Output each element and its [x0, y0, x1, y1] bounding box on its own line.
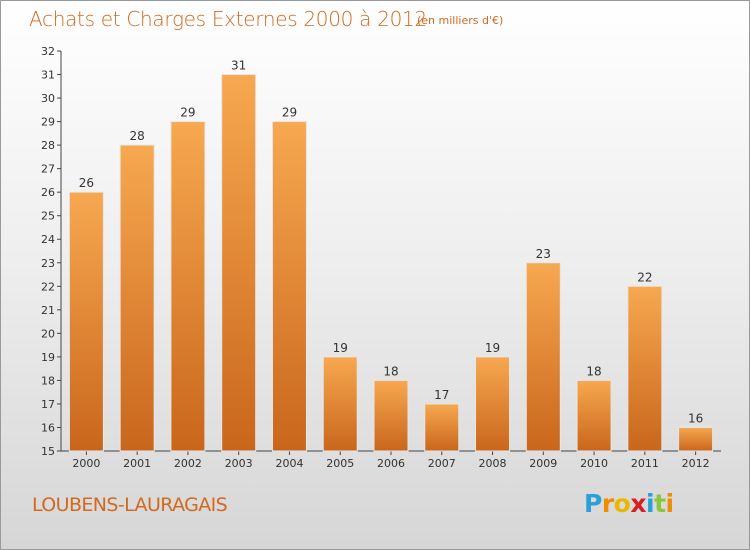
bar-value-label: 19 — [485, 341, 500, 355]
x-tick-label: 2011 — [631, 457, 659, 470]
y-tick-label: 31 — [41, 69, 55, 82]
x-tick-label: 2010 — [580, 457, 608, 470]
x-tick-label: 2008 — [479, 457, 507, 470]
x-tick-label: 2007 — [428, 457, 456, 470]
chart-subtitle: (en milliers d'€) — [417, 14, 504, 27]
x-tick-label: 2000 — [72, 457, 100, 470]
y-tick-label: 21 — [41, 304, 55, 317]
y-tick-label: 18 — [41, 374, 55, 387]
bar — [119, 144, 155, 452]
logo-letter: P — [584, 489, 602, 518]
y-tick-label: 27 — [41, 163, 55, 176]
y-tick-label: 19 — [41, 351, 55, 364]
y-tick-label: 20 — [41, 327, 55, 340]
x-tick-label: 2002 — [174, 457, 202, 470]
bar — [576, 379, 612, 452]
bar-value-label: 29 — [282, 106, 297, 120]
logo-letter: i — [646, 489, 655, 518]
chart-title: Achats et Charges Externes 2000 à 2012 — [29, 7, 427, 31]
bar — [373, 379, 409, 452]
bar — [271, 121, 307, 452]
y-tick-label: 16 — [41, 421, 55, 434]
y-tick-label: 26 — [41, 186, 55, 199]
bar — [424, 403, 460, 452]
y-tick-label: 15 — [41, 445, 55, 458]
logo-letter: r — [601, 489, 614, 518]
y-tick-label: 29 — [41, 116, 55, 129]
y-tick-label: 32 — [41, 45, 55, 58]
bar-value-label: 18 — [586, 364, 601, 378]
bar — [322, 356, 358, 452]
proxiti-logo[interactable]: Proxiti — [584, 489, 674, 518]
bar — [221, 74, 257, 452]
bar-value-label: 23 — [536, 247, 551, 261]
y-tick-label: 30 — [41, 92, 55, 105]
bar — [475, 356, 511, 452]
bar — [627, 285, 663, 452]
x-tick-label: 2012 — [682, 457, 710, 470]
bar-value-label: 28 — [130, 129, 145, 143]
y-tick-label: 22 — [41, 280, 55, 293]
bar — [68, 191, 104, 452]
logo-letter: x — [630, 489, 646, 518]
bar-value-label: 16 — [688, 411, 703, 425]
x-tick-label: 2006 — [377, 457, 405, 470]
x-tick-label: 2003 — [225, 457, 253, 470]
x-tick-label: 2001 — [123, 457, 151, 470]
logo-letter: t — [654, 489, 666, 518]
bar-value-label: 22 — [637, 270, 652, 284]
bar-value-label: 18 — [383, 364, 398, 378]
bar-value-label: 19 — [333, 341, 348, 355]
y-tick-label: 23 — [41, 257, 55, 270]
x-tick-label: 2009 — [529, 457, 557, 470]
x-tick-label: 2004 — [275, 457, 303, 470]
bar-value-label: 31 — [231, 59, 246, 73]
bar — [678, 426, 714, 452]
bar-value-label: 26 — [79, 176, 94, 190]
logo-letter: o — [613, 489, 631, 518]
y-tick-label: 17 — [41, 398, 55, 411]
y-tick-label: 28 — [41, 139, 55, 152]
y-tick-label: 25 — [41, 210, 55, 223]
bar-value-label: 17 — [434, 388, 449, 402]
y-tick-label: 24 — [41, 233, 55, 246]
bar-value-label: 29 — [180, 106, 195, 120]
logo-letter: i — [665, 489, 675, 518]
location-label: LOUBENS-LAURAGAIS — [32, 494, 228, 516]
x-tick-label: 2005 — [326, 457, 354, 470]
bar — [525, 262, 561, 452]
bar — [170, 121, 206, 452]
